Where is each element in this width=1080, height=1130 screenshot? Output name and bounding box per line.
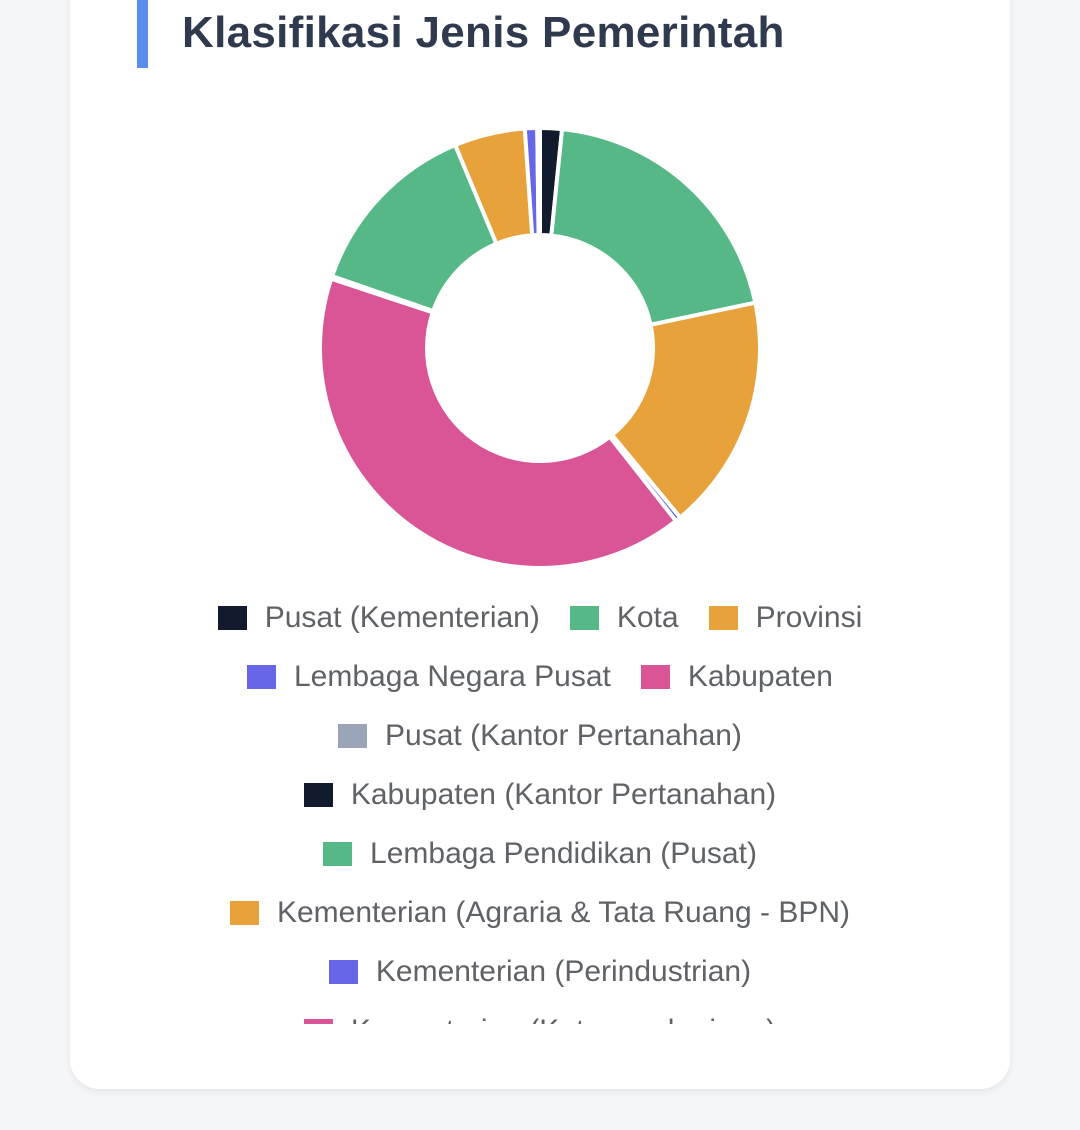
legend-item-pusat-kementerian[interactable]: Pusat (Kementerian) (217, 600, 540, 635)
legend-swatch (708, 605, 738, 630)
legend-swatch (246, 664, 276, 689)
legend-label: Kabupaten (687, 659, 833, 693)
legend-item-kabupaten-kantor-pertanahan[interactable]: Kabupaten (Kantor Pertanahan) (303, 777, 777, 812)
donut-chart (318, 125, 762, 570)
legend-item-provinsi[interactable]: Provinsi (708, 600, 863, 635)
legend-row: Kementerian (Ketenagakerjaan) (70, 1001, 1010, 1024)
legend-item-kementerian-ketenagakerjaan[interactable]: Kementerian (Ketenagakerjaan) (303, 1014, 776, 1025)
legend-row: Kabupaten (Kantor Pertanahan) (70, 765, 1010, 824)
legend-item-kementerian-agraria[interactable]: Kementerian (Agraria & Tata Ruang - BPN) (229, 895, 851, 930)
legend-swatch (229, 900, 259, 925)
legend-swatch (217, 605, 247, 630)
card-title: Klasifikasi Jenis Pemerintah (182, 8, 785, 57)
legend-label: Pusat (Kantor Pertanahan) (385, 718, 742, 752)
legend-label: Kota (616, 600, 679, 634)
legend-item-kabupaten[interactable]: Kabupaten (640, 659, 833, 694)
legend-swatch (303, 782, 333, 807)
title-accent-bar (137, 0, 148, 68)
legend-item-kota[interactable]: Kota (569, 600, 679, 635)
legend-label: Kementerian (Perindustrian) (375, 954, 752, 988)
legend-row: Kementerian (Perindustrian) (70, 942, 1010, 1001)
legend-swatch (328, 959, 358, 984)
legend-row: Lembaga Pendidikan (Pusat) (70, 824, 1010, 883)
legend-row: Pusat (Kementerian) Kota Provinsi (70, 588, 1010, 647)
legend-label: Lembaga Negara Pusat (293, 659, 611, 693)
legend-label: Pusat (Kementerian) (264, 600, 540, 634)
legend-row: Kementerian (Agraria & Tata Ruang - BPN) (70, 883, 1010, 942)
legend-swatch (569, 605, 599, 630)
legend-label: Kementerian (Ketenagakerjaan) (351, 1014, 776, 1025)
legend-swatch (338, 723, 368, 748)
legend-swatch (303, 1018, 333, 1024)
legend-label: Kementerian (Agraria & Tata Ruang - BPN) (276, 895, 851, 929)
donut-slice-10[interactable] (535, 125, 542, 238)
legend-row: Pusat (Kantor Pertanahan) (70, 706, 1010, 765)
chart-legend: Pusat (Kementerian) Kota Provinsi Lembag… (70, 588, 1010, 1024)
donut-slice-2[interactable] (609, 300, 762, 521)
legend-label: Lembaga Pendidikan (Pusat) (370, 836, 757, 870)
legend-item-kementerian-perindustrian[interactable]: Kementerian (Perindustrian) (328, 954, 752, 989)
legend-swatch (640, 664, 670, 689)
legend-label: Kabupaten (Kantor Pertanahan) (350, 777, 777, 811)
donut-slice-4[interactable] (318, 276, 679, 570)
legend-item-pusat-kantor-pertanahan[interactable]: Pusat (Kantor Pertanahan) (338, 719, 742, 753)
donut-slice-1[interactable] (549, 126, 758, 328)
legend-label: Provinsi (755, 600, 863, 634)
legend-item-lembaga-negara-pusat[interactable]: Lembaga Negara Pusat (246, 659, 611, 694)
legend-row: Lembaga Negara Pusat Kabupaten (70, 647, 1010, 706)
legend-item-lembaga-pendidikan-pusat[interactable]: Lembaga Pendidikan (Pusat) (323, 837, 757, 871)
legend-swatch (323, 841, 353, 866)
